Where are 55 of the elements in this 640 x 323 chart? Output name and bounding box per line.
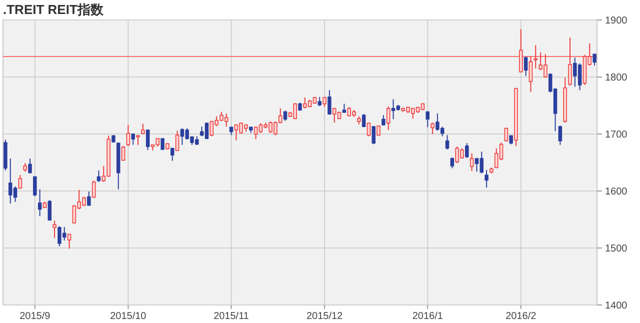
candlestick: [366, 122, 371, 137]
candlestick: [528, 56, 533, 92]
y-tick-label: 1700: [605, 130, 628, 140]
candlestick: [67, 233, 72, 250]
x-tick-label: 2015/12: [306, 311, 344, 322]
x-tick-label: 2015/9: [20, 311, 51, 322]
candlestick: [386, 106, 390, 131]
candlestick: [465, 142, 469, 158]
x-tick-label: 2015/11: [214, 311, 250, 322]
y-tick-label: 1400: [605, 300, 628, 312]
candlestick: [28, 158, 32, 174]
candlestick: [175, 130, 180, 152]
y-tick-label: 1500: [605, 244, 628, 254]
candlestick: [342, 103, 346, 114]
candlestick: [48, 200, 52, 222]
candlestick: [318, 96, 322, 107]
y-tick-label: 1900: [605, 16, 628, 26]
chart-title: .TREIT REIT指数: [3, 2, 104, 17]
candlestick: [126, 124, 130, 146]
candlestick: [33, 176, 37, 197]
candlestick: [372, 126, 376, 145]
candlestick: [121, 145, 126, 162]
candlestick: [52, 220, 56, 238]
candlestick: [558, 124, 562, 146]
candlestick: [524, 56, 528, 76]
candlestick: [426, 111, 430, 128]
candlestick: [160, 138, 164, 150]
candlestick: [509, 134, 513, 145]
candlestick: [328, 90, 332, 116]
candlestick: [445, 134, 450, 150]
x-tick-label: 2016/1: [412, 311, 444, 322]
candlestick: [484, 169, 488, 188]
candlestick: [519, 28, 523, 73]
candlestick: [362, 114, 366, 128]
candlestick: [430, 122, 434, 134]
candlestick: [504, 127, 508, 142]
candlestick: [470, 152, 474, 172]
candlestick: [136, 134, 140, 146]
x-tick-label: 2016/2: [506, 311, 537, 322]
candlestick: [18, 174, 22, 190]
y-tick-label: 1600: [605, 186, 628, 198]
candlestick: [568, 37, 572, 86]
candlestick: [534, 44, 538, 69]
candlestick: [592, 53, 596, 66]
candlestick: [146, 128, 150, 150]
candlestick: [92, 180, 96, 198]
candlestick: [38, 188, 42, 217]
candlestick: [170, 148, 174, 162]
x-tick-label: 2015/10: [110, 311, 147, 322]
candlestick: [87, 191, 91, 206]
candlestick: [283, 110, 288, 122]
y-tick-label: 1800: [605, 72, 628, 84]
candlestick: [450, 156, 454, 169]
candlestick: [382, 114, 386, 126]
candlestick: [96, 170, 101, 182]
